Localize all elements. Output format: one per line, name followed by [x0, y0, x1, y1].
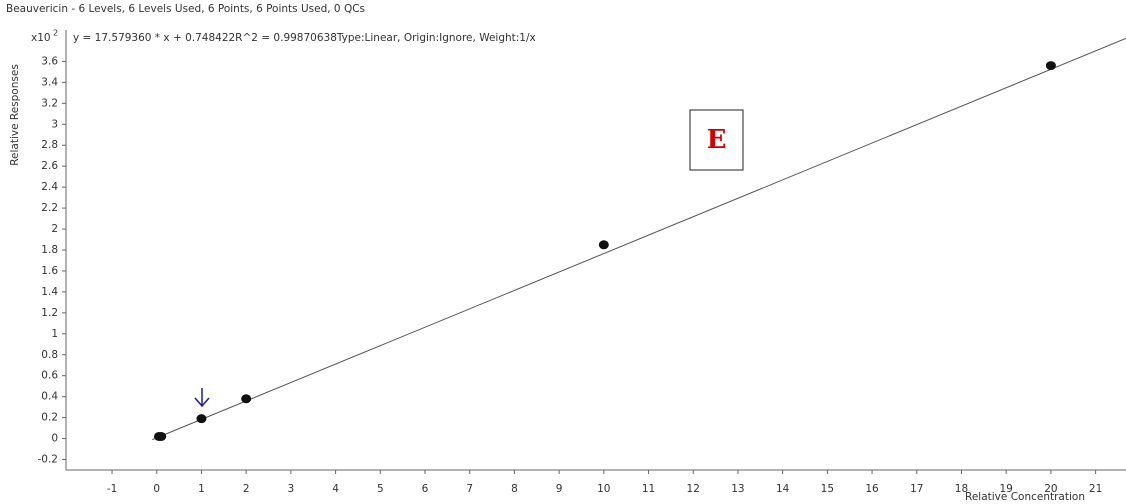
- x-tick-label: 4: [332, 483, 339, 495]
- y-tick-label: 1.8: [41, 244, 58, 256]
- x-tick-label: 21: [1089, 483, 1102, 495]
- x-axis-label: Relative Concentration: [965, 491, 1085, 503]
- x-tick-label: 18: [955, 483, 968, 495]
- y-tick-label: 1.6: [41, 265, 58, 277]
- fit-line: [152, 37, 1126, 441]
- chart-title: Beauvericin - 6 Levels, 6 Levels Used, 6…: [6, 3, 365, 15]
- y-tick-label: 3: [51, 118, 58, 130]
- x-tick-label: 5: [377, 483, 384, 495]
- y-tick-label: 0.4: [41, 391, 58, 403]
- y-axis-label: Relative Responses: [9, 64, 21, 166]
- y-tick-label: 1.4: [41, 286, 58, 298]
- y-tick-label: 3.4: [41, 76, 58, 88]
- x-tick-label: 14: [776, 483, 790, 495]
- x-tick-label: 16: [865, 483, 879, 495]
- y-tick-label: 2: [51, 223, 58, 235]
- point: [1045, 61, 1056, 71]
- x-tick-label: 15: [821, 483, 834, 495]
- y-tick-label: 0.2: [41, 412, 58, 424]
- x-tick-label: 17: [910, 483, 923, 495]
- x-tick-label: 13: [731, 483, 744, 495]
- annotation: E: [707, 125, 727, 155]
- point: [241, 394, 252, 404]
- x-tick-label: 2: [243, 483, 250, 495]
- x-tick-label: 9: [556, 483, 563, 495]
- y-tick-label: 0.6: [41, 370, 58, 382]
- y-tick-label: 1.2: [41, 307, 58, 319]
- y-tick-label: 3.6: [41, 55, 58, 67]
- y-tick-label: 2.8: [41, 139, 58, 151]
- point: [156, 431, 167, 441]
- multiplier-base: x10: [31, 32, 51, 44]
- x-tick-label: 20: [1044, 483, 1057, 495]
- point: [196, 414, 207, 424]
- multiplier-exponent: 2: [53, 29, 58, 38]
- x-tick-label: 3: [288, 483, 295, 495]
- y-tick-label: 1: [51, 328, 58, 340]
- y-tick-label: -0.2: [38, 454, 59, 466]
- x-tick-label: 10: [597, 483, 610, 495]
- x-tick-label: -1: [107, 483, 117, 495]
- y-tick-label: 0.8: [41, 349, 58, 361]
- x-tick-label: 6: [422, 483, 429, 495]
- annotation-box: [689, 109, 744, 171]
- x-tick-label: 12: [687, 483, 700, 495]
- y-tick-label: 0: [51, 433, 58, 445]
- x-tick-label: 0: [153, 483, 160, 495]
- point: [598, 240, 609, 250]
- x-tick-label: 7: [466, 483, 473, 495]
- y-tick-label: 3.2: [41, 97, 58, 109]
- y-tick-label: 2.2: [41, 202, 58, 214]
- x-tick-label: 19: [999, 483, 1012, 495]
- y-tick-label: 2.4: [41, 181, 58, 193]
- equation: y = 17.579360 * x + 0.748422R^2 = 0.9987…: [73, 32, 536, 44]
- y-tick-label: 2.6: [41, 160, 58, 172]
- x-tick-label: 8: [511, 483, 518, 495]
- x-tick-label: 11: [642, 483, 655, 495]
- arrow: [194, 388, 210, 408]
- x-tick-label: 1: [198, 483, 205, 495]
